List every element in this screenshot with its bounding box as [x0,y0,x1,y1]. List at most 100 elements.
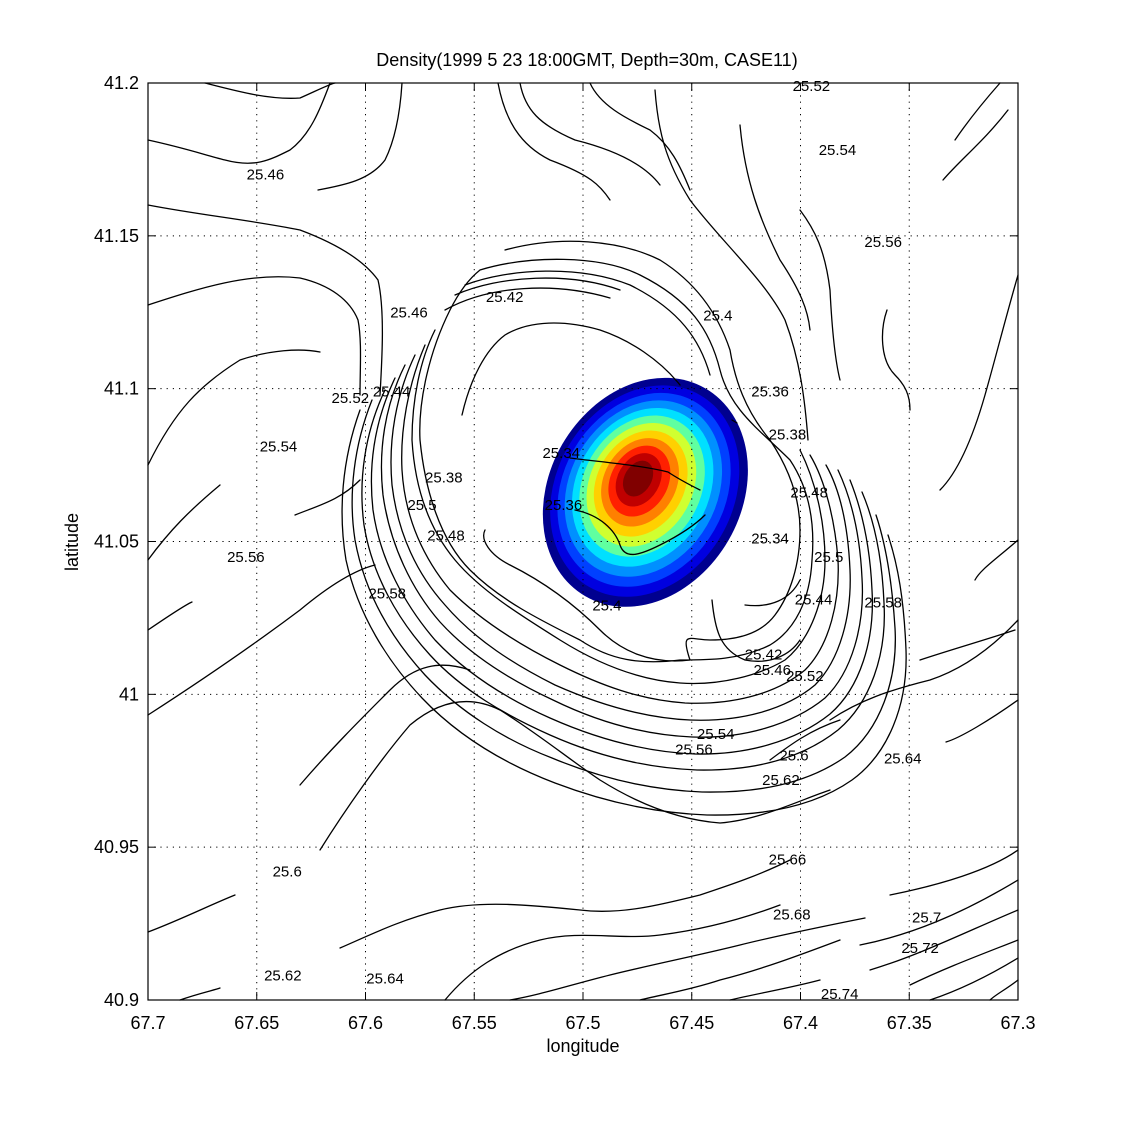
y-tick-label: 40.95 [94,837,139,857]
x-tick-label: 67.3 [1000,1013,1035,1033]
contour-line [945,699,1019,743]
contour-label: 25.34 [751,530,789,547]
grid [148,83,1018,1000]
contour-line [147,276,362,396]
y-tick-label: 41 [119,684,139,704]
contour-line [317,82,403,191]
contour-label: 25.42 [486,289,524,306]
contour-label: 25.34 [542,445,580,462]
x-axis-label: longitude [546,1036,619,1056]
contour-label: 25.46 [390,304,428,321]
contour-line [319,700,831,851]
contour-line [574,509,706,556]
contour-line [464,270,711,376]
contour-label: 25.54 [260,439,298,456]
contour-label: 25.64 [366,971,404,988]
contour-label: 25.52 [793,78,831,95]
contour-line [444,287,611,311]
contour-line [339,859,791,949]
contour-line [147,484,221,561]
contour-label: 25.6 [273,864,302,881]
contour-line [401,344,839,704]
contour-label: 25.52 [332,390,370,407]
contour-label: 25.5 [814,549,843,566]
contour-label: 25.46 [753,662,791,679]
contour-line [919,629,1016,661]
contour-line [147,204,384,396]
contour-line [829,619,1019,721]
contour-label: 25.54 [819,142,857,159]
contour-label: 25.42 [745,647,783,664]
contour-line [639,939,841,1001]
contour-line [989,979,1019,1001]
contour-line [204,82,336,99]
contour-label: 25.46 [247,167,285,184]
contour-line [419,258,814,663]
contour-line [351,399,896,793]
contour-line [654,89,809,441]
contour-line [869,909,1019,971]
contour-label: 25.38 [425,469,463,486]
contour-label: 25.62 [762,772,800,789]
contour-line [729,979,821,1001]
contour-line [179,987,221,1001]
contour-label: 25.64 [884,751,922,768]
contour-label: 25.58 [864,595,902,612]
contour-line [889,849,1019,896]
contour-line [974,539,1019,581]
x-tick-label: 67.7 [130,1013,165,1033]
contour-line [461,322,681,416]
chart-title: Density(1999 5 23 18:00GMT, Depth=30m, C… [376,50,797,70]
x-tick-label: 67.55 [452,1013,497,1033]
contour-label: 25.66 [769,851,807,868]
density-fill-layer [542,377,748,607]
contour-label: 25.72 [901,940,939,957]
contour-line [341,409,907,816]
contour-label: 25.6 [779,747,808,764]
contour-line [711,599,801,662]
contour-line [569,457,701,491]
contour-label: 25.68 [773,906,811,923]
contour-line [361,389,885,771]
contour-label: 25.38 [769,427,807,444]
contour-line [147,564,376,716]
contour-label: 25.44 [795,592,833,609]
contour-line [147,601,193,631]
contour-line [299,664,471,786]
contour-line [731,419,738,424]
contour-line [147,349,321,466]
contour-line [147,894,236,933]
contour-line [739,124,811,331]
x-tick-label: 67.45 [669,1013,714,1033]
y-tick-label: 41.15 [94,226,139,246]
y-tick-label: 41.2 [104,73,139,93]
contour-line [370,377,874,755]
contour-line [509,917,866,1001]
density-level-11 [622,460,654,497]
contour-label: 25.7 [912,909,941,926]
contour-line [483,240,801,662]
contour-label: 25.56 [675,741,713,758]
contour-line [390,354,851,721]
y-axis-label: latitude [62,513,82,571]
contour-line [411,329,826,685]
y-tick-label: 41.05 [94,532,139,552]
contour-label: 25.4 [703,307,732,324]
contour-line [929,957,1019,1001]
contour-line [497,82,611,201]
contour-line [859,879,1019,946]
contour-line [147,82,331,164]
contour-label: 25.48 [427,527,465,544]
x-tick-label: 67.5 [565,1013,600,1033]
contour-line [589,82,691,191]
contour-line [294,479,361,516]
contour-line [942,109,1009,181]
contour-line [769,719,841,761]
contour-label: 25.5 [407,497,436,514]
contour-label: 25.36 [545,497,583,514]
contour-line [799,209,841,381]
y-tick-label: 40.9 [104,990,139,1010]
contour-label: 25.56 [227,549,265,566]
